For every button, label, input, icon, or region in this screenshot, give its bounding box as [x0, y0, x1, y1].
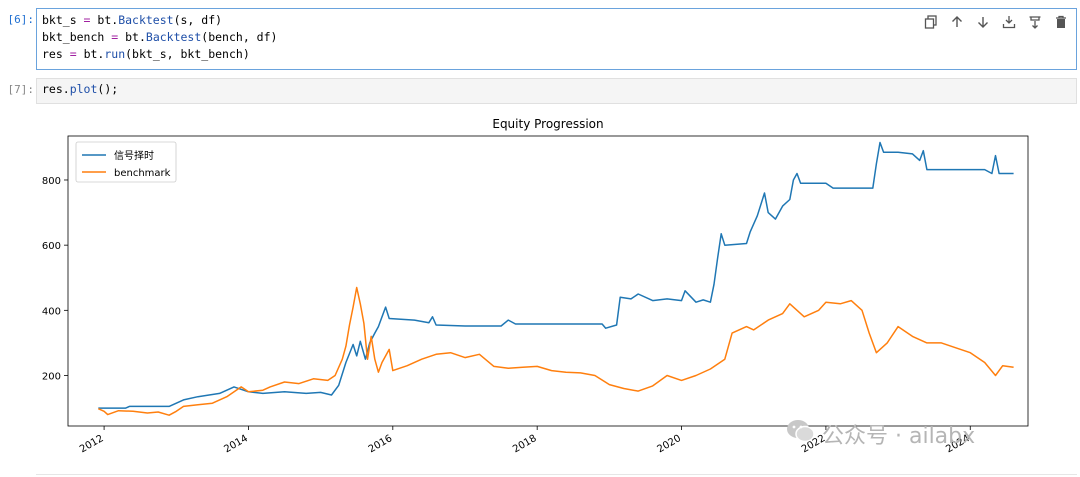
chart-title: Equity Progression — [492, 117, 603, 131]
code-token: res. — [42, 82, 70, 96]
code-line[interactable]: res.plot(); — [37, 81, 1076, 98]
output-divider — [36, 474, 1077, 475]
y-tick-label: 200 — [42, 371, 61, 382]
copy-icon[interactable] — [922, 13, 940, 31]
code-token: bkt_bench — [42, 30, 112, 44]
insert-below-icon[interactable] — [1026, 13, 1044, 31]
code-token: = — [83, 13, 91, 27]
code-token: (bkt_s, bkt_bench) — [125, 47, 250, 61]
code-line[interactable]: bkt_s = bt.Backtest(s, df) — [37, 12, 1076, 29]
y-tick-label: 800 — [42, 176, 61, 187]
code-editor[interactable]: bkt_s = bt.Backtest(s, df) bkt_bench = bt… — [36, 8, 1077, 70]
code-token: res — [42, 47, 70, 61]
code-token: bt. — [118, 30, 146, 44]
code-token: bt. — [90, 13, 119, 27]
code-cell-6[interactable]: [6]: bkt_s = bt.Backtest(s, df) bkt_bench… — [0, 8, 1080, 70]
code-token: Backtest — [118, 13, 174, 27]
x-tick-label: 2016 — [367, 433, 395, 455]
code-token: plot — [69, 82, 98, 96]
watermark: 公众号 · ailabx — [786, 418, 975, 450]
code-token: bt. — [76, 47, 105, 61]
cell-toolbar — [922, 13, 1070, 31]
x-tick-label: 2012 — [78, 433, 106, 455]
y-tick-label: 400 — [42, 306, 61, 317]
code-token: (bench, df) — [201, 30, 278, 44]
series-line-strategy — [98, 141, 1014, 409]
code-token: = — [111, 30, 119, 44]
cell-prompt: [6]: — [7, 13, 35, 26]
y-tick-label: 600 — [42, 241, 61, 252]
insert-above-icon[interactable] — [1000, 13, 1018, 31]
cell-prompt: [7]: — [7, 83, 35, 96]
plot-frame — [67, 135, 1029, 427]
wechat-icon — [786, 418, 816, 450]
code-token: bkt_s — [42, 13, 84, 27]
arrow-up-icon[interactable] — [948, 13, 966, 31]
series-line-benchmark — [97, 286, 1014, 416]
code-token: (s, df) — [173, 13, 223, 27]
equity-chart: Equity Progression 200 400 600 800 2012 2014 20… — [42, 117, 1029, 455]
watermark-text: 公众号 · ailabx — [822, 424, 976, 449]
code-token: Backtest — [145, 30, 202, 44]
code-line[interactable]: bkt_bench = bt.Backtest(bench, df) — [37, 29, 1076, 46]
legend-label: benchmark — [114, 168, 171, 179]
arrow-down-icon[interactable] — [974, 13, 992, 31]
code-token: (); — [97, 82, 119, 96]
code-cell-7[interactable]: [7]: res.plot(); — [0, 78, 1080, 104]
code-token: run — [104, 47, 126, 61]
x-tick-label: 2020 — [655, 433, 683, 455]
plot-output: Equity Progression 200 400 600 800 2012 2014 20… — [36, 108, 1036, 468]
code-editor[interactable]: res.plot(); — [36, 78, 1077, 104]
legend-label: 信号择时 — [114, 149, 154, 162]
code-token: = — [69, 47, 77, 61]
x-tick-label: 2014 — [222, 433, 250, 455]
x-tick-label: 2018 — [511, 433, 539, 455]
code-line[interactable]: res = bt.run(bkt_s, bkt_bench) — [37, 46, 1076, 63]
trash-icon[interactable] — [1052, 13, 1070, 31]
